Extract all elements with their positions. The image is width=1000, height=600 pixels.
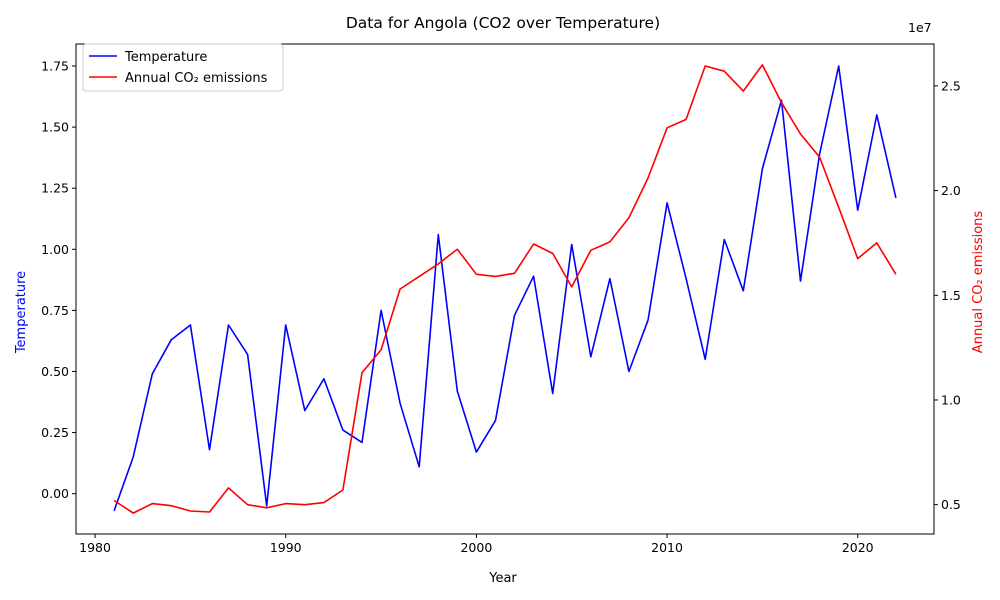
x-tick-label: 2010 xyxy=(651,540,683,555)
y-axis-label: Temperature xyxy=(14,271,29,354)
y-tick-label: 0.75 xyxy=(41,303,69,318)
plot-area xyxy=(113,64,897,514)
y-tick-label: 1.00 xyxy=(41,242,69,257)
chart-title: Data for Angola (CO2 over Temperature) xyxy=(346,14,660,32)
axes: 1980 1990 2000 2010 20200.000.250.500.751.00… xyxy=(41,43,961,555)
y2-tick-label: 1.0 xyxy=(941,392,961,407)
legend-label-temperature: Temperature xyxy=(124,50,207,65)
y-tick-label: 0.50 xyxy=(41,364,69,379)
y2-tick-label: 2.5 xyxy=(941,78,961,93)
x-tick-label: 1980 xyxy=(79,540,111,555)
x-tick-label: 2020 xyxy=(842,540,874,555)
series-line-co2-emissions xyxy=(113,64,897,514)
y2-tick-label: 2.0 xyxy=(941,183,961,198)
legend: Temperature Annual CO₂ emissions xyxy=(82,43,284,92)
y-tick-label: 0.25 xyxy=(41,425,69,440)
x-tick-label: 1990 xyxy=(270,540,302,555)
series-line-temperature xyxy=(113,65,897,512)
plot-frame xyxy=(75,43,935,535)
y-tick-label: 1.75 xyxy=(41,58,69,73)
y2-axis-label: Annual CO₂ emissions xyxy=(971,211,986,354)
y-tick-label: 0.00 xyxy=(41,486,69,501)
y2-tick-label: 1.5 xyxy=(941,288,961,303)
legend-box xyxy=(82,43,284,92)
y2-tick-label: 0.5 xyxy=(941,497,961,512)
x-axis-label: Year xyxy=(488,571,517,586)
y-tick-label: 1.50 xyxy=(41,120,69,135)
y2-offset-text: 1e7 xyxy=(908,20,932,35)
x-tick-label: 2000 xyxy=(460,540,492,555)
y-tick-label: 1.25 xyxy=(41,181,69,196)
legend-label-co2: Annual CO₂ emissions xyxy=(125,71,268,86)
